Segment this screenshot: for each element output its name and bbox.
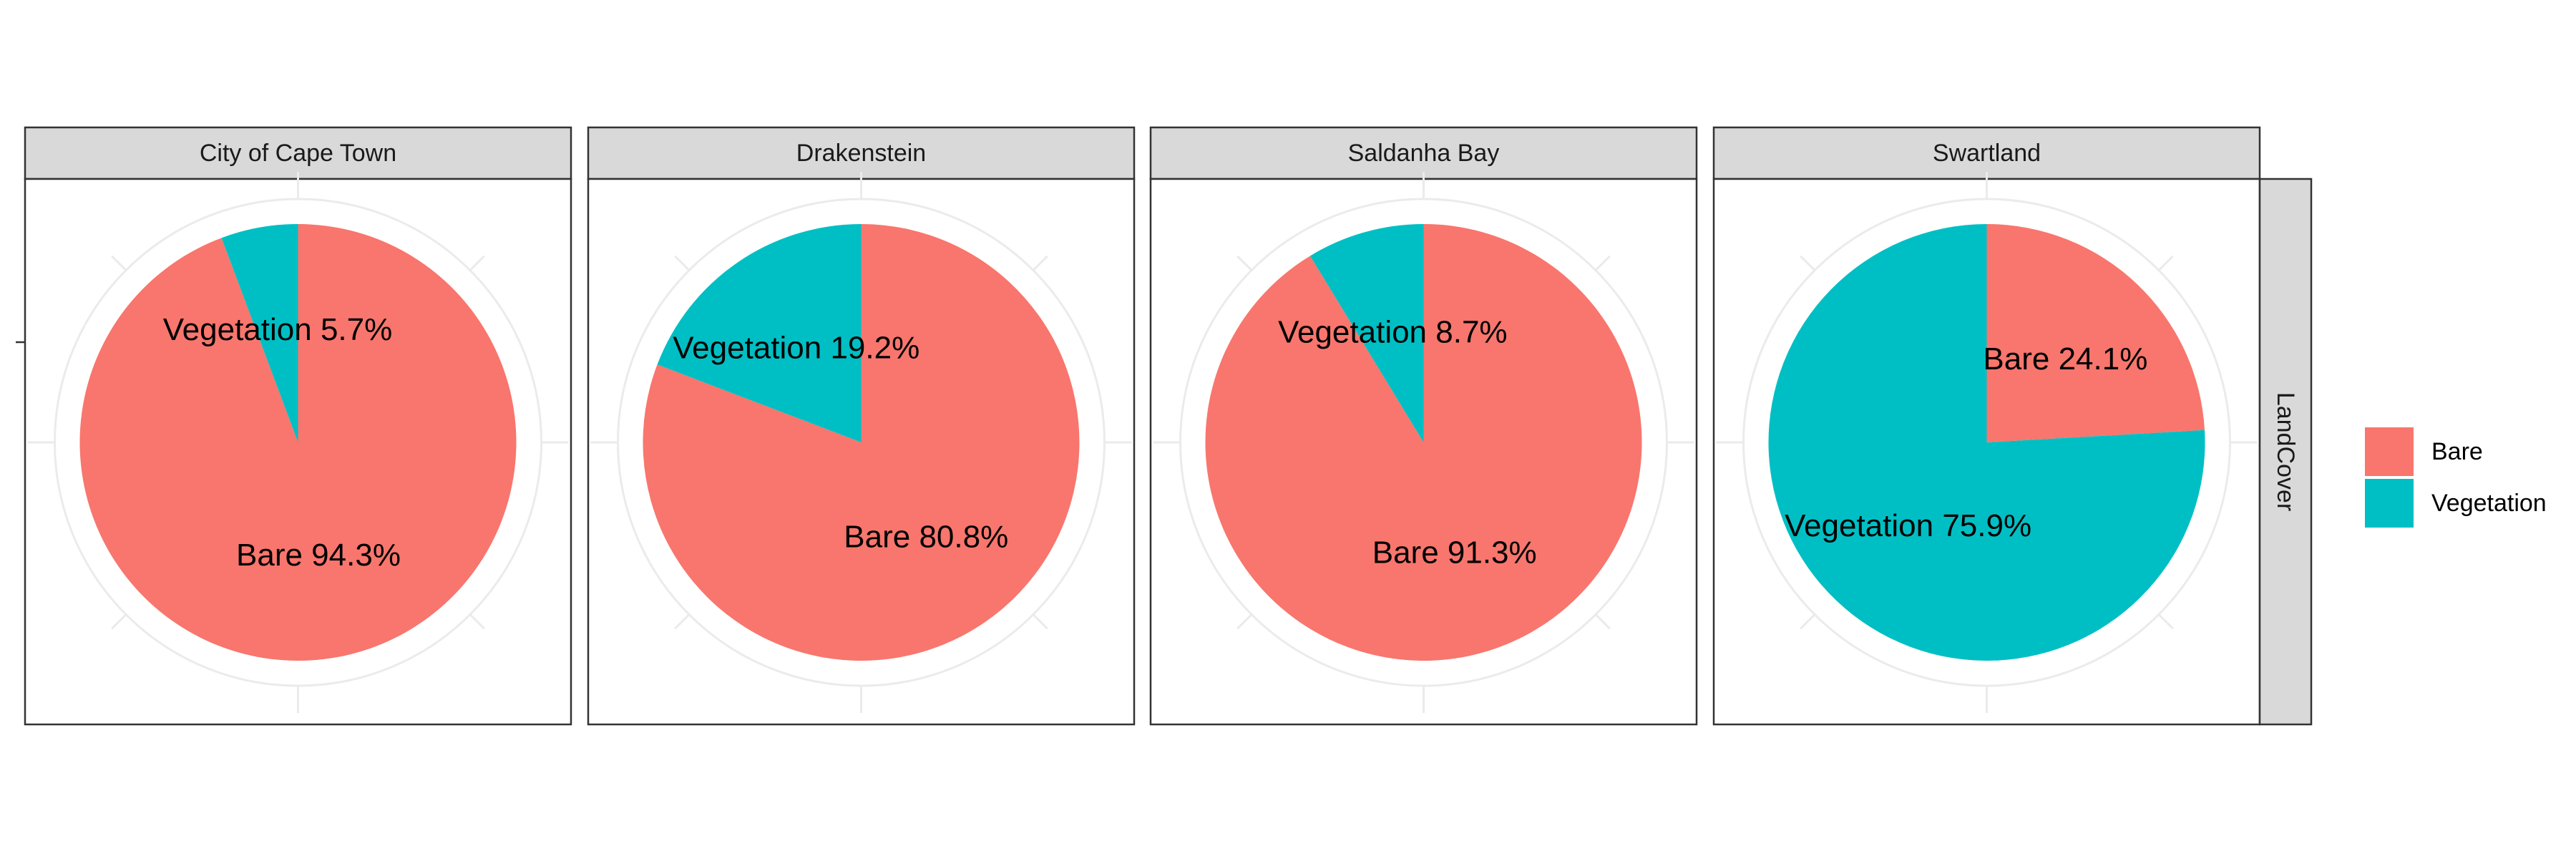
slice-label-bare: Bare 24.1% (1983, 341, 2147, 377)
grid-spoke (111, 613, 127, 630)
grid-spoke (469, 255, 485, 271)
legend-label-vegetation: Vegetation (2431, 490, 2547, 517)
grid-spoke (674, 255, 691, 271)
polar-grid (1153, 172, 1694, 713)
slice-vegetation (657, 224, 862, 442)
facet-city-of-cape-town: City of Cape Town Bare 94.3% Vegetation 5.… (24, 126, 572, 726)
slice-label-bare: Bare 94.3% (236, 538, 401, 573)
slice-label-bare: Bare 91.3% (1372, 535, 1537, 571)
facet-strip-label: Swartland (1933, 140, 2041, 167)
facet-strip-label: Drakenstein (796, 140, 926, 167)
slice-label-vegetation: Vegetation 75.9% (1785, 508, 2031, 543)
facet-strip-label: Saldanha Bay (1348, 140, 1500, 167)
slice-vegetation (1768, 224, 2205, 661)
legend: Bare Vegetation (2365, 427, 2547, 528)
slice-label-vegetation: Vegetation 5.7% (163, 312, 392, 347)
facet-swartland: Swartland Bare 24.1% Vegetation 75.9% (1712, 126, 2261, 726)
pie-slices (643, 224, 1080, 661)
polar-grid (27, 172, 569, 713)
pie-slices (1205, 224, 1642, 661)
grid-spoke (1032, 613, 1048, 630)
slice-vegetation (1309, 224, 1424, 442)
grid-spoke (1594, 613, 1611, 630)
facet-strip (1712, 126, 2261, 180)
grid-spoke (1800, 255, 1816, 271)
grid-spoke (469, 613, 485, 630)
facet-panels: City of Cape Town Bare 94.3% Vegetation 5.… (24, 126, 2261, 726)
slice-bare (1986, 224, 2205, 442)
grid-spoke (1236, 613, 1253, 630)
slice-label-vegetation: Vegetation 19.2% (673, 331, 919, 366)
slice-vegetation (221, 224, 298, 442)
legend-key-vegetation (2365, 479, 2414, 528)
slice-label-bare: Bare 80.8% (844, 519, 1008, 554)
row-strip: LandCover (2258, 178, 2313, 726)
facet-saldanha-bay: Saldanha Bay Bare 91.3% Vegetation 8.7% (1149, 126, 1698, 726)
grid-spoke (1594, 255, 1611, 271)
polar-grid (1716, 172, 2258, 713)
grid-spoke (674, 613, 691, 630)
pie-slices (1768, 224, 2205, 661)
facet-drakenstein: Drakenstein Bare 80.8% Vegetation 19.2% (587, 126, 1136, 726)
grid-spoke (111, 255, 127, 271)
facet-strip (24, 126, 572, 180)
legend-label-bare: Bare (2431, 438, 2483, 465)
facet-strip (1149, 126, 1698, 180)
facet-strip-label: City of Cape Town (200, 140, 396, 167)
grid-spoke (2157, 255, 2174, 271)
slice-label-vegetation: Vegetation 8.7% (1278, 314, 1507, 349)
facet-strip (587, 126, 1136, 180)
legend-key-bare (2365, 427, 2414, 476)
grid-spoke (2157, 613, 2174, 630)
grid-spoke (1800, 613, 1816, 630)
polar-grid (590, 172, 1132, 713)
row-strip-label: LandCover (2272, 392, 2299, 511)
pie-slices (79, 224, 517, 661)
grid-spoke (1032, 255, 1048, 271)
grid-spoke (1236, 255, 1253, 271)
